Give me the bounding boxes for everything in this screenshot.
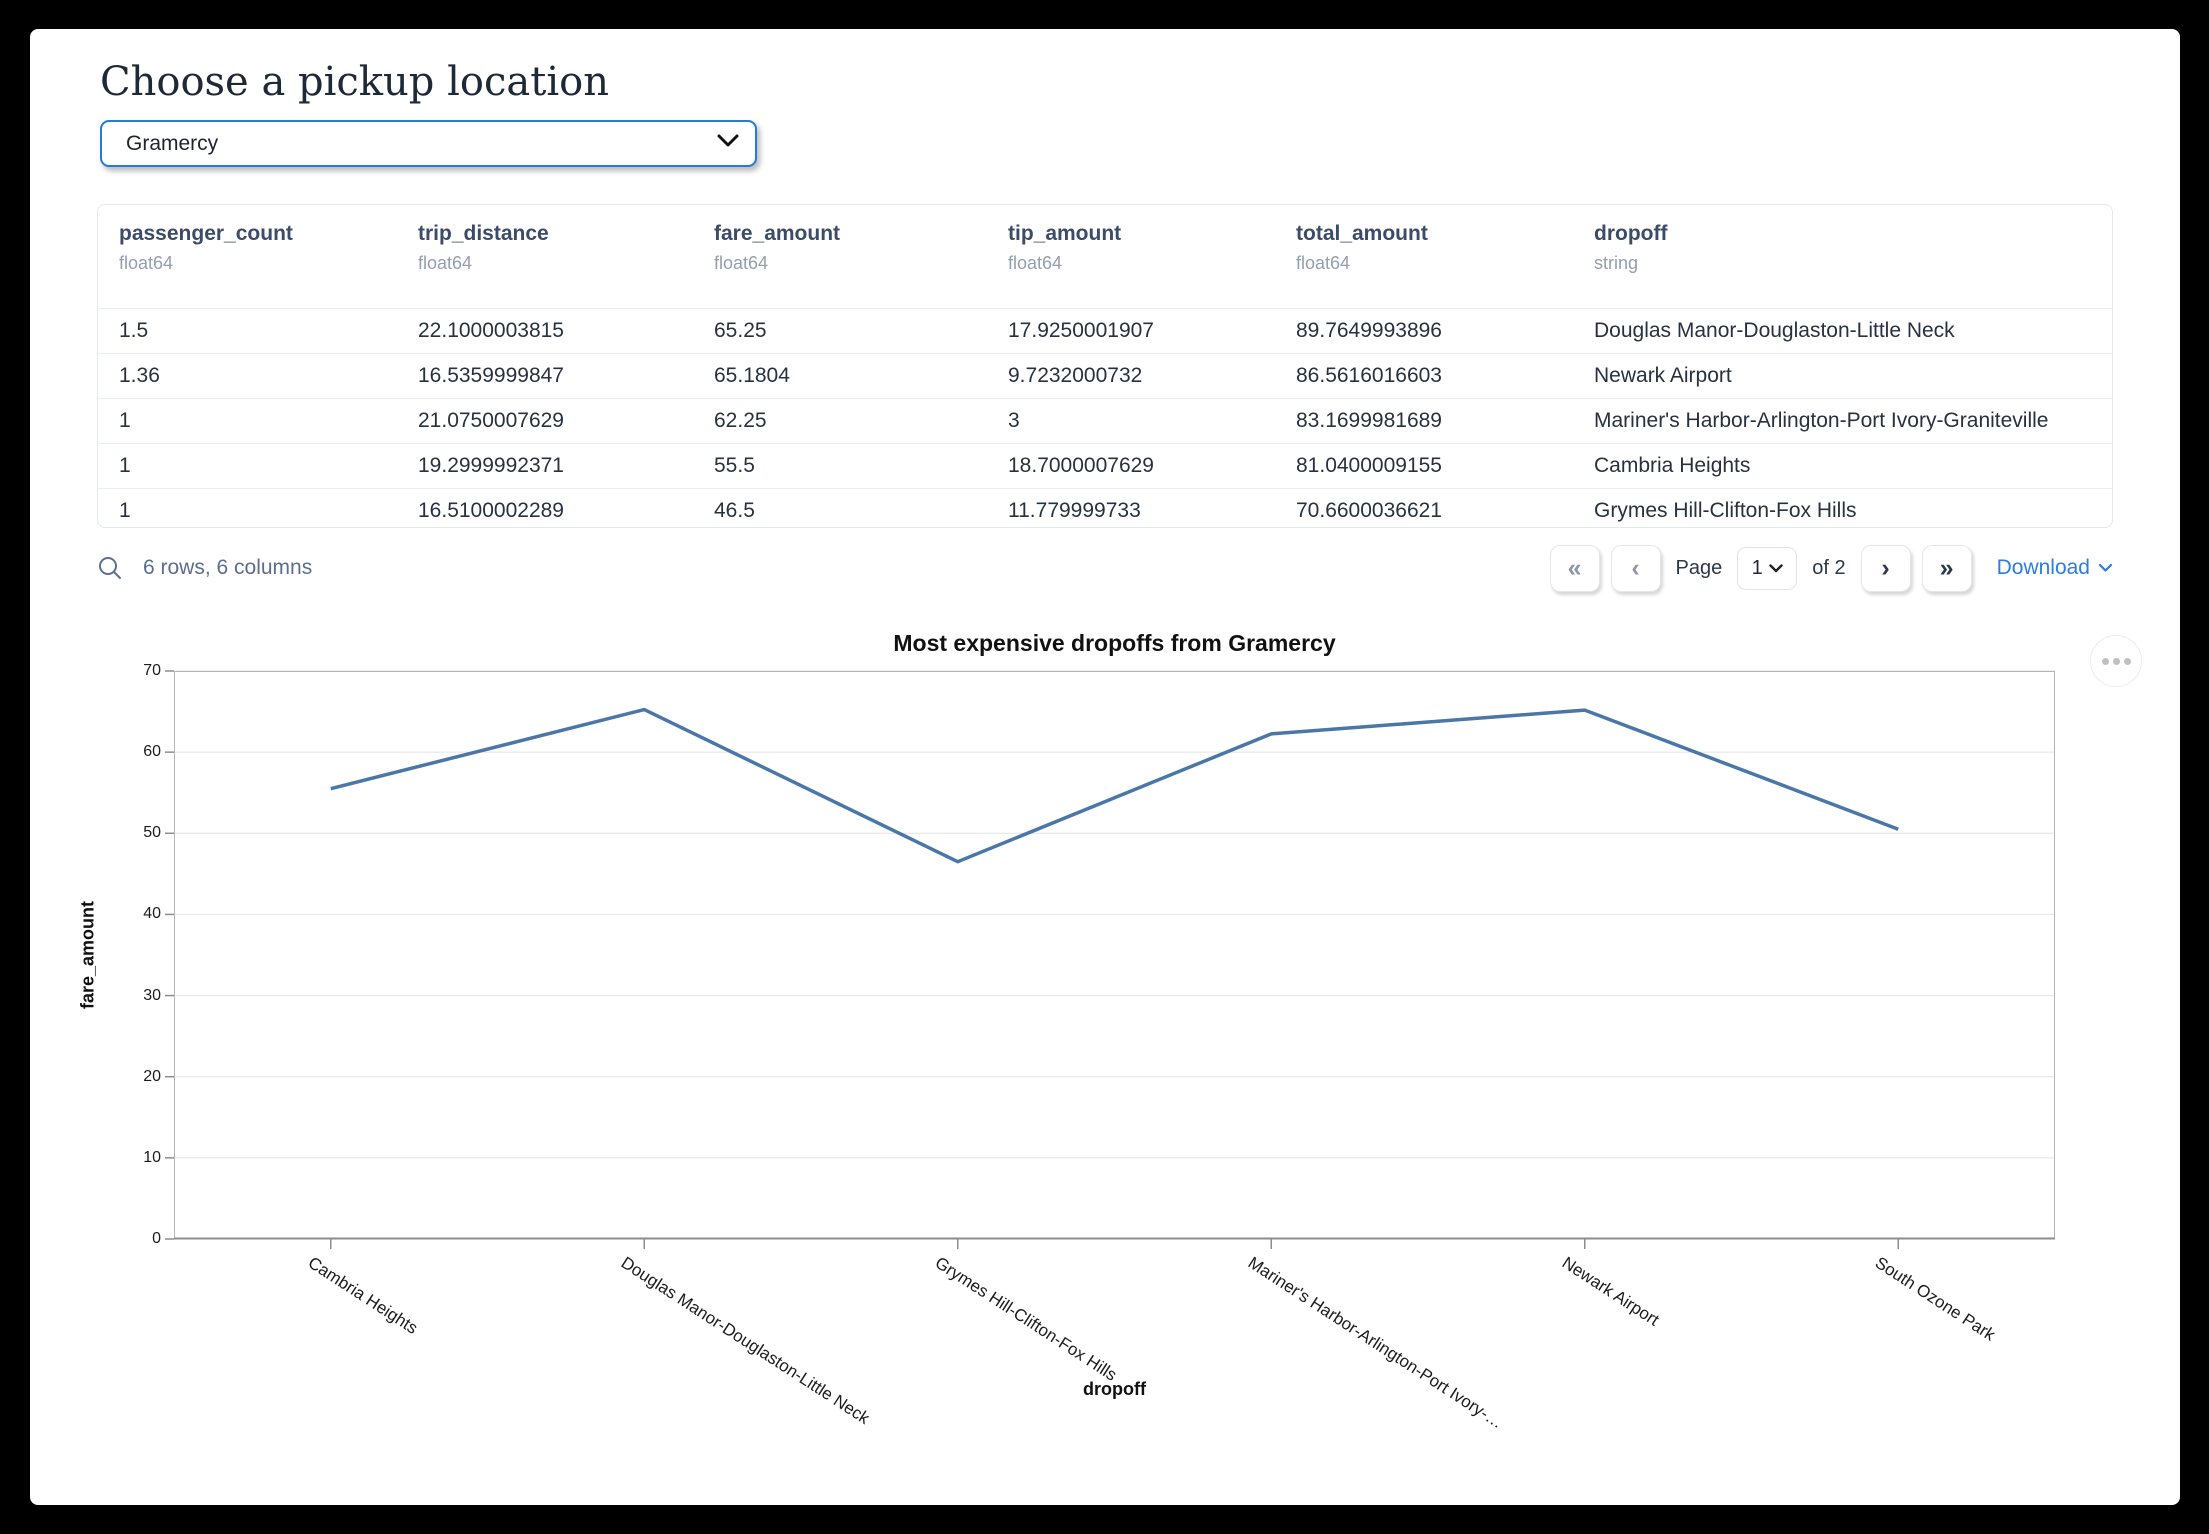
download-label: Download <box>1996 556 2090 579</box>
pickup-location-value: Gramercy <box>126 131 219 155</box>
page-number-select[interactable]: 1 <box>1737 546 1798 590</box>
page-label: Page <box>1675 556 1723 579</box>
table-cell: 21.0750007629 <box>418 409 564 432</box>
table-cell: 1.5 <box>119 319 149 342</box>
column-header: total_amount float64 <box>1296 222 1428 273</box>
table-footer: 6 rows, 6 columns « ‹ Page 1 of 2 › » Do… <box>97 543 2113 593</box>
download-button[interactable]: Download <box>1997 556 2113 580</box>
table-row: 1.5 22.1000003815 65.25 17.9250001907 89.764… <box>98 308 2112 353</box>
table-cell: 46.5 <box>714 499 755 522</box>
table-cell: 16.5100002289 <box>418 499 564 522</box>
search-icon[interactable] <box>97 555 123 581</box>
page-number-value: 1 <box>1751 556 1763 579</box>
table-cell: 22.1000003815 <box>418 319 564 342</box>
x-tick-label: Cambria Heights <box>304 1253 421 1338</box>
y-tick-label: 30 <box>143 986 161 1004</box>
x-tick-label: Douglas Manor-Douglaston-Little Neck <box>617 1253 874 1428</box>
table-cell: 19.2999992371 <box>418 454 564 477</box>
table-cell: 65.1804 <box>714 364 790 387</box>
table-cell: 55.5 <box>714 454 755 477</box>
app-page: Choose a pickup location Gramercy passen… <box>30 29 2180 1505</box>
chevron-down-icon <box>2098 563 2113 572</box>
table-body: 1.5 22.1000003815 65.25 17.9250001907 89.764… <box>98 308 2112 527</box>
chevron-down-icon <box>717 134 739 153</box>
line-chart: fare_amount dropoff 0 10 20 30 40 50 60 70 Cambr… <box>78 662 2055 1432</box>
table-cell: 1.36 <box>119 364 160 387</box>
x-tick-label: South Ozone Park <box>1871 1253 1999 1345</box>
table-cell: 70.6600036621 <box>1296 499 1442 522</box>
column-header: tip_amount float64 <box>1008 222 1122 273</box>
next-page-button[interactable]: › <box>1860 544 1911 592</box>
table-cell: 62.25 <box>714 409 767 432</box>
y-tick-label: 40 <box>143 905 161 923</box>
column-header: passenger_count float64 <box>119 222 293 273</box>
chart-title: Most expensive dropoffs from Gramercy <box>893 630 1336 656</box>
table-row: 1.36 16.5359999847 65.1804 9.7232000732 86.5… <box>98 353 2112 398</box>
table-cell: Douglas Manor-Douglaston-Little Neck <box>1594 319 1955 342</box>
row-column-summary: 6 rows, 6 columns <box>143 556 313 579</box>
chart-menu-button[interactable] <box>2090 635 2142 687</box>
data-table: passenger_count float64 trip_distance float… <box>97 204 2113 528</box>
table-row: 1 16.5100002289 46.5 11.779999733 70.6600036… <box>98 488 2112 527</box>
column-header: dropoff string <box>1594 222 1668 273</box>
ellipsis-icon <box>2101 657 2109 665</box>
previous-page-button[interactable]: ‹ <box>1610 544 1661 592</box>
table-cell: Mariner's Harbor-Arlington-Port Ivory-Gr… <box>1594 409 2049 432</box>
x-tick-label: Mariner's Harbor-Arlington-Port Ivory-… <box>1244 1253 1507 1433</box>
table-cell: Newark Airport <box>1594 364 1732 387</box>
chevron-down-icon <box>1769 563 1783 572</box>
x-tick-label: Grymes Hill-Clifton-Fox Hills <box>931 1253 1120 1385</box>
y-tick-label: 60 <box>143 743 161 761</box>
table-cell: 1 <box>119 499 131 522</box>
page-title: Choose a pickup location <box>100 59 609 105</box>
y-tick-label: 50 <box>143 824 161 842</box>
table-cell: 1 <box>119 409 131 432</box>
table-row: 1 19.2999992371 55.5 18.7000007629 81.040000… <box>98 443 2112 488</box>
line-series <box>330 707 1899 864</box>
table-cell: 89.7649993896 <box>1296 319 1442 342</box>
table-cell: 86.5616016603 <box>1296 364 1442 387</box>
chart-canvas <box>165 670 2055 1249</box>
table-cell: Cambria Heights <box>1594 454 1751 477</box>
table-cell: 65.25 <box>714 319 767 342</box>
table-header: passenger_count float64 trip_distance float… <box>98 205 2112 308</box>
page-count-label: of 2 <box>1812 556 1846 579</box>
table-cell: 16.5359999847 <box>418 364 564 387</box>
table-cell: 11.779999733 <box>1008 499 1141 522</box>
column-header: trip_distance float64 <box>418 222 549 273</box>
y-axis-title: fare_amount <box>77 900 98 1010</box>
table-cell: 9.7232000732 <box>1008 364 1143 387</box>
y-tick-label: 70 <box>143 662 161 679</box>
table-cell: Grymes Hill-Clifton-Fox Hills <box>1594 499 1857 522</box>
table-cell: 81.0400009155 <box>1296 454 1442 477</box>
y-tick-label: 10 <box>143 1148 161 1166</box>
table-row: 1 21.0750007629 62.25 3 83.1699981689 Mariner… <box>98 398 2112 443</box>
last-page-button[interactable]: » <box>1921 544 1972 592</box>
first-page-button[interactable]: « <box>1549 544 1600 592</box>
table-cell: 18.7000007629 <box>1008 454 1154 477</box>
table-cell: 1 <box>119 454 131 477</box>
table-cell: 83.1699981689 <box>1296 409 1442 432</box>
table-cell: 3 <box>1008 409 1020 432</box>
column-header: fare_amount float64 <box>714 222 841 273</box>
y-tick-label: 20 <box>143 1067 161 1085</box>
pickup-location-select[interactable]: Gramercy <box>100 120 757 167</box>
x-axis-title: dropoff <box>1083 1379 1146 1399</box>
y-tick-label: 0 <box>152 1230 161 1247</box>
table-cell: 17.9250001907 <box>1008 319 1154 342</box>
x-tick-label: Newark Airport <box>1558 1253 1663 1330</box>
